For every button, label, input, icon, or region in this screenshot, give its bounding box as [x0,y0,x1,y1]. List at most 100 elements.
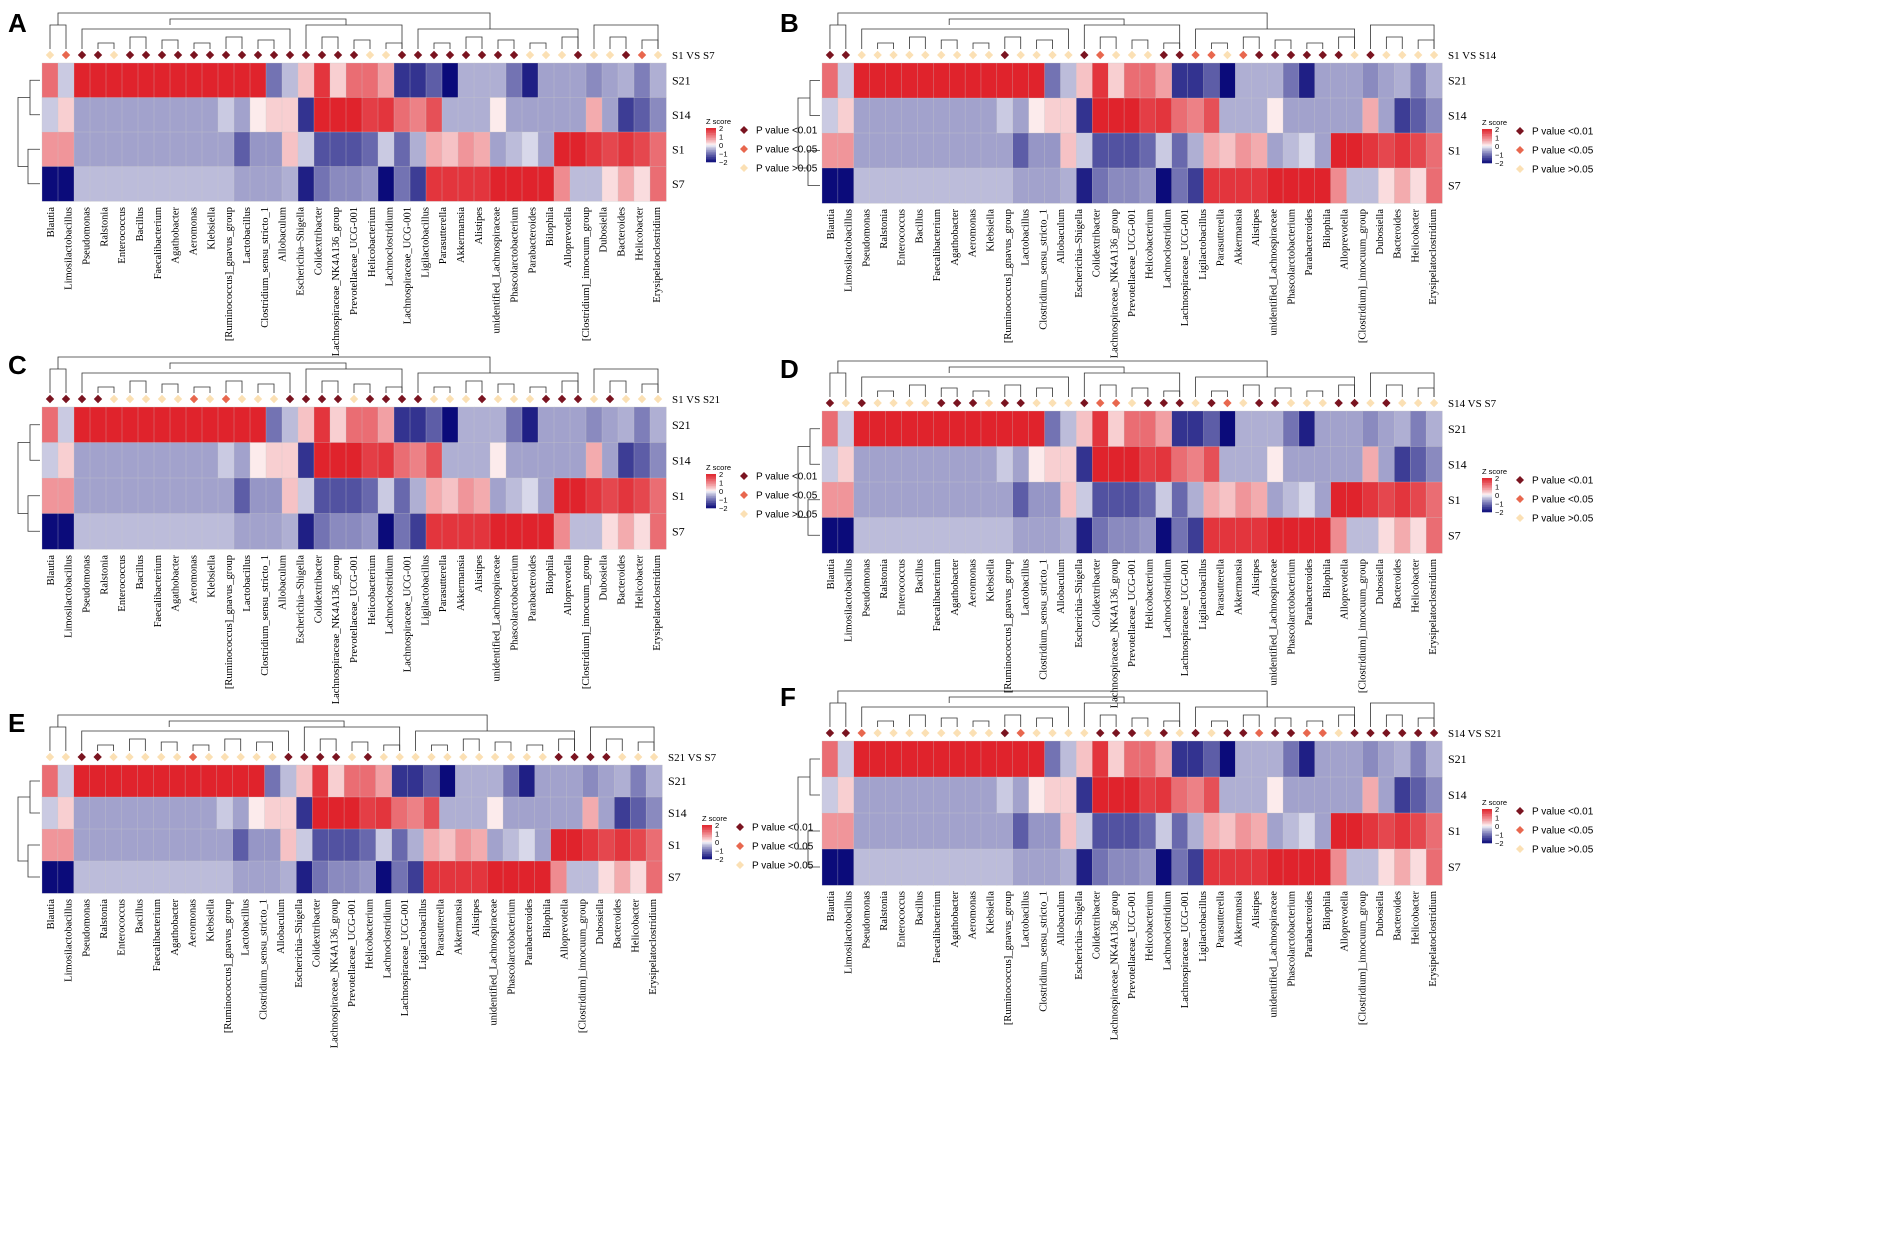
heatmap-cell [1108,481,1125,519]
heatmap-cell [345,62,363,99]
heatmap-cell [569,477,587,515]
significance-marker [1159,50,1168,60]
heatmap-cell [1076,481,1093,519]
column-label: Ralstonia [99,555,110,595]
heatmap-cell [153,477,171,515]
colorbar-step [706,475,716,478]
colorbar-step [702,852,712,855]
dendrogram-branch [829,702,847,727]
heatmap-cell [89,131,107,168]
column-label: Escherichia–Shigella [1074,891,1085,980]
heatmap-cell [569,166,587,202]
column-label: Klebsiella [205,899,216,942]
heatmap-cell [153,860,170,894]
heatmap-cell [57,513,75,550]
comparison-label: S1 VS S7 [672,50,715,62]
heatmap-cell [377,62,395,99]
heatmap-cell [1330,812,1348,850]
heatmap-cell [585,406,603,444]
heatmap-cell [1076,740,1093,778]
heatmap-cell [1346,62,1364,99]
heatmap-cell [471,828,488,862]
heatmap-cell [345,131,363,168]
heatmap-cell [409,97,427,133]
heatmap-cell [569,131,587,168]
significance-marker [621,50,631,60]
heatmap-cell [1235,62,1252,99]
significance-marker [1048,728,1057,738]
heatmap-cell [455,796,472,830]
heatmap-cell [566,764,584,798]
significance-marker [653,50,663,60]
significance-marker [1318,50,1327,60]
heatmap-cell [329,406,347,444]
heatmap-cell [869,776,887,814]
heatmap-cell [391,764,409,798]
heatmap-cell [649,406,667,444]
column-label: Phascolarctobacterium [509,207,520,303]
heatmap-cell [917,97,934,134]
significance-marker [937,50,946,60]
significance-marker [873,728,882,738]
heatmap-cell [933,517,950,554]
significance-marker [1398,50,1407,60]
significance-marker [1413,50,1423,60]
significance-marker [493,50,503,60]
heatmap-cell [169,513,187,550]
heatmap-cell [217,131,235,168]
significance-marker [427,752,436,762]
heatmap-cell [1362,62,1379,99]
heatmap-cell [537,477,555,515]
column-label: Lactobacillus [242,555,253,612]
heatmap-cell [153,513,171,550]
dendrogram-branch [637,741,655,751]
heatmap-cell [423,764,440,798]
heatmap-cell [1139,62,1157,99]
colorbar-step [702,836,712,839]
significance-marker [397,50,407,60]
dendrogram-branch [494,741,512,751]
heatmap-cell [345,477,363,515]
heatmap-cell [853,517,871,554]
significance-marker [1016,728,1025,738]
heatmap-cell [89,513,107,550]
heatmap-cell [933,167,950,204]
significance-marker [1096,398,1105,408]
heatmap-cell [1108,410,1125,448]
heatmap-cell [553,62,571,99]
dendrogram-branch [1385,384,1403,397]
heatmap-cell [885,481,903,519]
legend-label: P value <0.01 [1532,127,1594,138]
colorbar-step [1482,498,1492,501]
colorbar-step [1482,810,1492,813]
dendrogram-branch [321,36,339,49]
significance-marker [1000,398,1010,408]
significance-marker [1239,398,1248,408]
heatmap-cell [153,166,171,202]
colorbar-tick: −1 [719,150,728,159]
heatmap-cell [1171,517,1189,554]
heatmap-cell [1425,167,1443,204]
heatmap-cell [614,796,631,830]
heatmap-cell [598,860,615,894]
significance-marker [1254,50,1264,60]
heatmap-cell [343,860,361,894]
heatmap-cell [409,513,427,550]
heatmap-cell [853,812,871,850]
dendrogram-branch [1370,702,1435,727]
heatmap-cell [455,860,472,894]
column-label: Lachnoclostridium [385,207,396,286]
heatmap-cell [1282,167,1300,204]
heatmap-cell [1028,167,1046,204]
heatmap-cell [1203,410,1220,448]
heatmap-cell [121,97,139,133]
legend-marker [736,823,744,831]
heatmap-cell [901,132,918,169]
colorbar-tick: 0 [1495,142,1499,151]
significance-marker [1096,728,1105,738]
heatmap-cell [296,828,313,862]
heatmap-cell [1028,517,1046,554]
heatmap-cell [585,62,603,99]
dendrogram-branch [861,706,1069,727]
heatmap-cell [455,764,472,798]
